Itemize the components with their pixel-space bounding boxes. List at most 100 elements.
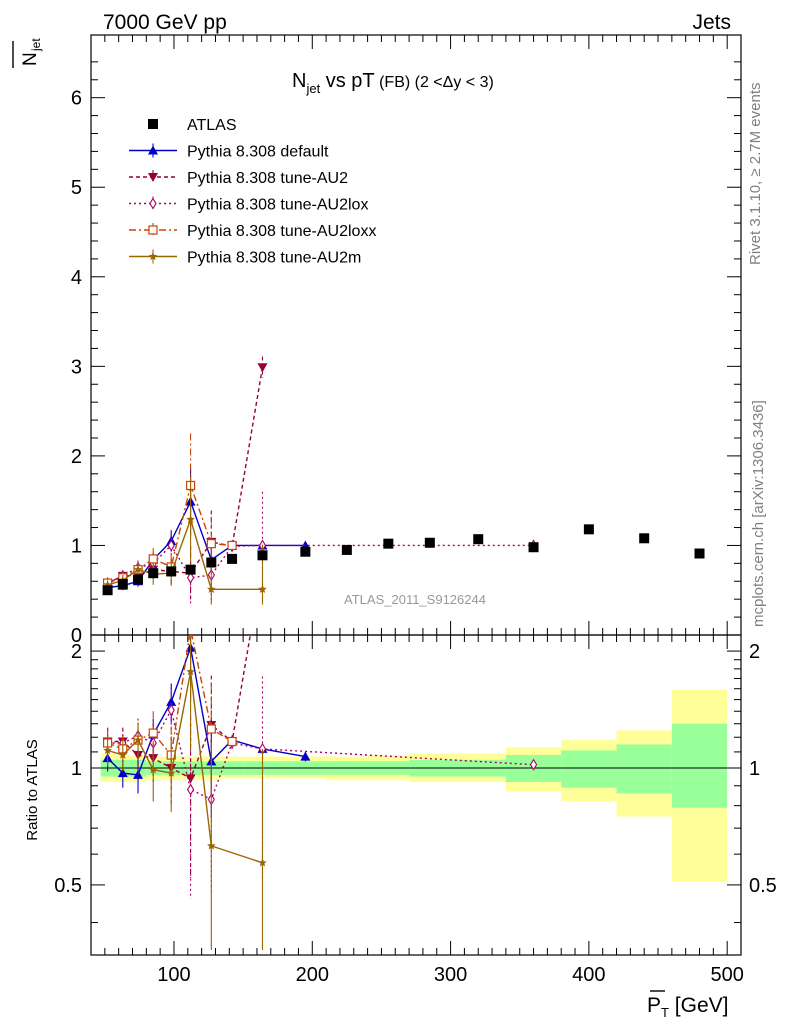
- point-0-13: [473, 534, 484, 545]
- ratio-ylabel: Ratio to ATLAS: [24, 739, 41, 840]
- series-line-r2: [107, 708, 534, 801]
- xtick-label: 500: [710, 964, 743, 986]
- point-r2-5: [186, 783, 195, 796]
- rivet-label: Rivet 3.1.10, ≥ 2.7M events: [747, 83, 764, 266]
- xlabel-sub: T: [661, 1005, 669, 1020]
- series-line-2: [107, 367, 264, 584]
- main-axes: 0 1 2 3 4 5 6: [71, 34, 742, 647]
- point-4-6: [206, 539, 216, 549]
- point-4-3: [148, 554, 158, 564]
- series-line-r0: [107, 645, 306, 776]
- point-r2-9: [529, 758, 538, 771]
- legend-marker-2: [148, 173, 158, 182]
- point-r2-4: [167, 703, 175, 717]
- point-0-9: [300, 546, 311, 557]
- main-ylabel-text: N: [20, 52, 41, 66]
- point-r4-2: [133, 735, 143, 744]
- series-line-5: [107, 517, 263, 590]
- ratio-bands: [100, 689, 728, 882]
- series-r0: [102, 635, 311, 819]
- point-0-0: [102, 585, 113, 596]
- main-ytick-label: 0: [71, 625, 82, 647]
- legend-label-2: Pythia 8.308 tune-AU2: [187, 170, 348, 187]
- point-0-11: [383, 538, 394, 549]
- point-r3-6: [206, 724, 216, 734]
- point-0-12: [424, 537, 435, 548]
- point-r4-6: [207, 841, 216, 850]
- point-r0-9: [300, 751, 311, 761]
- point-r4-3: [149, 765, 158, 774]
- series-line-r4: [107, 671, 263, 864]
- ratio-ytick-label-right: 0.5: [749, 875, 777, 897]
- series-0: [102, 524, 705, 596]
- point-5-7: [258, 584, 267, 593]
- ratio-ytick-label-right: 2: [749, 641, 760, 663]
- ratio-ytick-label-right: 1: [749, 758, 760, 780]
- point-0-8: [257, 550, 268, 561]
- point-0-16: [639, 533, 650, 544]
- legend-label-4: Pythia 8.308 tune-AU2loxx: [187, 223, 376, 240]
- xtick-label: 200: [296, 964, 329, 986]
- series-r2: [103, 676, 538, 899]
- point-0-14: [528, 542, 539, 553]
- series-line-1: [107, 499, 306, 589]
- series-r4: [103, 635, 267, 950]
- series-2: [102, 356, 268, 601]
- point-r4-7: [258, 858, 267, 867]
- point-2-8: [257, 363, 268, 373]
- legend-label-3: Pythia 8.308 tune-AU2lox: [187, 197, 368, 214]
- point-0-15: [583, 524, 594, 535]
- main-ytick-label: 3: [71, 356, 82, 378]
- legend-label-1: Pythia 8.308 default: [187, 144, 329, 161]
- title-sub: jet: [305, 81, 320, 96]
- point-r0-1: [117, 768, 128, 778]
- legend-marker-4: [148, 225, 158, 235]
- mcplots-label: mcplots.cern.ch [arXiv:1306.3436]: [750, 400, 767, 627]
- series-line-r3: [107, 635, 233, 757]
- legend-marker-5: [148, 252, 158, 261]
- header-left: 7000 GeV pp: [103, 11, 227, 34]
- point-0-10: [341, 544, 352, 555]
- ratio-frame: [90, 634, 742, 956]
- xtick-label: 100: [157, 964, 190, 986]
- point-0-17: [694, 548, 705, 559]
- main-ytick-label: 5: [71, 177, 82, 199]
- point-4-7: [227, 540, 237, 551]
- ratio-ytick-label: 0.5: [54, 875, 82, 897]
- title-small: (FB) (2 <Δy < 3): [375, 74, 494, 91]
- point-0-5: [185, 564, 196, 575]
- svg-text:Njet vs pT (FB) (2 <Δy < 3): Njet vs pT (FB) (2 <Δy < 3): [292, 70, 494, 96]
- point-0-1: [117, 578, 128, 589]
- point-r4-5: [186, 667, 195, 676]
- title-main: N: [292, 70, 306, 92]
- point-r4-1: [118, 750, 128, 759]
- main-ylabel: N jet: [12, 38, 43, 68]
- xlabel-main: P: [647, 994, 661, 1017]
- point-3-5: [186, 571, 195, 584]
- series-r1: [102, 635, 252, 879]
- legend-marker-0: [148, 119, 158, 129]
- legend-marker-1: [148, 145, 158, 155]
- series-3: [103, 491, 538, 605]
- point-0-6: [206, 557, 217, 568]
- legend-marker-3: [149, 197, 157, 210]
- legend-label-5: Pythia 8.308 tune-AU2m: [187, 250, 361, 267]
- header-right: Jets: [692, 11, 731, 34]
- main-ytick-label: 4: [71, 267, 82, 289]
- svg-text:PT [GeV]: PT [GeV]: [647, 994, 729, 1020]
- ratio-axes: 100 200 300 400 500 0.5 0.5 1 1 2 2: [54, 634, 777, 986]
- ratio-ytick-label: 2: [71, 641, 82, 663]
- xlabel-unit: [GeV]: [669, 994, 729, 1017]
- band-green-16: [616, 744, 672, 794]
- xtick-label: 300: [434, 964, 467, 986]
- point-5-6: [207, 584, 216, 593]
- series-line-3: [107, 544, 534, 584]
- ratio-series: [102, 635, 538, 950]
- chart-title: Njet vs pT (FB) (2 <Δy < 3): [292, 70, 494, 96]
- x-axis-label: PT [GeV]: [647, 990, 729, 1020]
- ratio-ytick-label: 1: [71, 758, 82, 780]
- point-5-5: [186, 515, 195, 524]
- legend-label-0: ATLAS: [187, 117, 237, 134]
- point-r0-4: [166, 696, 177, 706]
